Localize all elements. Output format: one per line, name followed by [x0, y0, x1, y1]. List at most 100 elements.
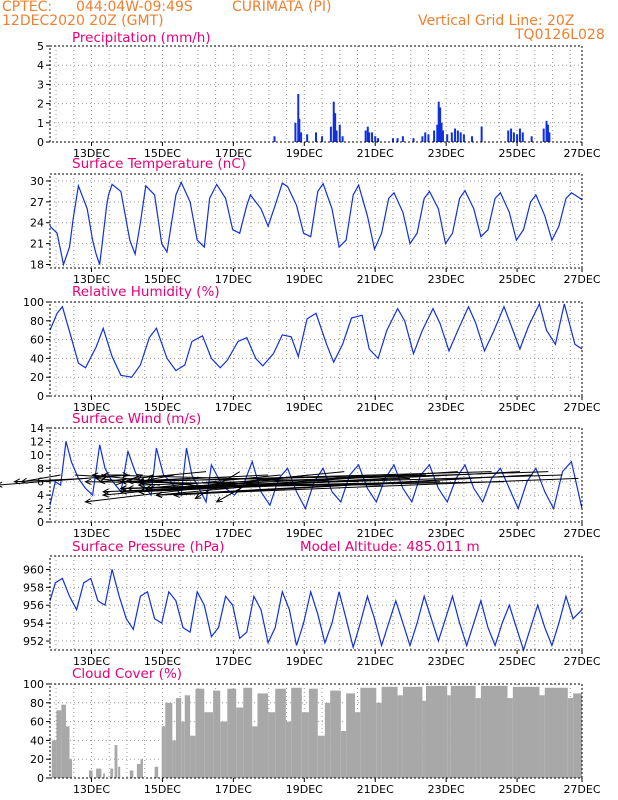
cloud-bar — [355, 712, 361, 778]
precip-bar — [334, 113, 337, 142]
panel-title: Surface Pressure (hPa) — [72, 539, 225, 555]
cloud-bar — [376, 702, 382, 778]
cloud-bar — [195, 688, 205, 778]
panel-frame — [49, 555, 583, 651]
wind-vector — [138, 471, 549, 486]
panel-4: Surface Pressure (hPa) Model Altitude: 48… — [23, 539, 601, 668]
y-tick-label: 10 — [30, 449, 44, 462]
x-tick-label: 15DEC — [144, 655, 181, 668]
y-tick-label: 12 — [30, 435, 44, 448]
cloud-bar — [397, 695, 403, 778]
wind-arrowhead — [102, 488, 109, 495]
cloud-bar — [213, 690, 221, 778]
x-tick-label: 19DEC — [286, 655, 323, 668]
y-tick-label: 20 — [30, 753, 44, 766]
cloud-bar — [220, 721, 228, 778]
cloud-bar — [573, 693, 582, 778]
panel-5: Cloud Cover (%) 0 20 40 60 80 100 13DEC 15DEC 17D… — [23, 666, 601, 796]
precip-bar — [329, 126, 332, 142]
y-tick-label: 6 — [37, 476, 44, 489]
cloud-bar — [301, 712, 309, 778]
panel-annotation: Model Altitude: 485.011 m — [300, 539, 480, 555]
precip-bar — [300, 132, 303, 142]
header-source: CPTEC: — [2, 0, 53, 15]
x-tick-label: 13DEC — [73, 147, 110, 160]
x-tick-label: 27DEC — [563, 147, 600, 160]
cloud-bar — [257, 693, 269, 778]
precip-bar — [412, 138, 415, 142]
cloud-bar — [402, 686, 423, 778]
y-tick-label: 20 — [30, 371, 44, 384]
y-tick-label: 80 — [30, 315, 44, 328]
panel-2: Relative Humidity (%) 0 20 40 60 80 100 13DEC 15… — [23, 284, 601, 414]
y-tick-label: 60 — [30, 334, 44, 347]
cloud-bar — [190, 735, 196, 778]
y-tick-label: 952 — [23, 635, 44, 648]
cloud-bar — [51, 740, 57, 778]
precip-bar — [471, 136, 474, 142]
precip-bar — [424, 132, 427, 142]
cloud-bar — [360, 687, 377, 778]
cloud-bar — [539, 695, 545, 778]
cloud-bar — [181, 721, 185, 778]
x-tick-label: 15DEC — [144, 783, 181, 796]
cloud-bar — [204, 712, 214, 778]
precip-bar — [371, 132, 374, 142]
x-tick-label: 13DEC — [73, 783, 110, 796]
panel-title: Surface Wind (m/s) — [72, 411, 201, 427]
cloud-bar — [340, 731, 347, 778]
precip-bar — [366, 126, 369, 142]
x-tick-label: 13DEC — [73, 655, 110, 668]
precip-bar — [441, 130, 444, 142]
x-tick-label: 27DEC — [563, 273, 600, 286]
cloud-bar — [285, 721, 292, 778]
wind-arrowhead — [94, 475, 102, 482]
panel-frame — [49, 683, 583, 779]
wind-arrowhead — [172, 491, 180, 498]
cloud-bar — [308, 688, 318, 778]
precip-bar — [421, 136, 424, 142]
wind-arrowhead — [0, 481, 3, 488]
precip-bar — [462, 134, 465, 142]
x-tick-label: 25DEC — [499, 147, 536, 160]
precip-bar — [427, 134, 430, 142]
x-tick-label: 25DEC — [499, 273, 536, 286]
y-tick-label: 18 — [30, 259, 44, 272]
precip-bar — [510, 128, 513, 142]
precip-bar — [391, 138, 394, 142]
panel-title: Relative Humidity (%) — [72, 284, 220, 300]
x-tick-label: 19DEC — [286, 783, 323, 796]
wind-arrowhead — [84, 498, 92, 505]
precip-bar — [306, 134, 309, 142]
cloud-bar — [346, 693, 356, 778]
precip-bar — [456, 130, 459, 142]
cloud-bar — [324, 702, 331, 778]
y-tick-label: 2 — [37, 98, 44, 111]
precip-bar — [338, 124, 341, 142]
precip-bar — [512, 132, 515, 142]
wind-vector — [128, 481, 504, 489]
y-tick-label: 21 — [30, 238, 44, 251]
y-tick-label: 100 — [23, 678, 44, 691]
cloud-bar — [275, 688, 286, 778]
wind-arrowhead — [155, 491, 163, 498]
header-model-code: TQ0126L028 — [515, 27, 605, 43]
x-tick-label: 23DEC — [428, 527, 465, 540]
cloud-bar — [227, 688, 237, 778]
cloud-bar — [544, 687, 568, 778]
cloud-bar — [507, 698, 513, 778]
header-grid-note: Vertical Grid Line: 20Z — [418, 13, 575, 29]
y-tick-label: 954 — [23, 617, 44, 630]
x-tick-label: 21DEC — [357, 527, 394, 540]
x-tick-label: 19DEC — [286, 527, 323, 540]
precip-bar — [335, 130, 338, 142]
header-city: CURIMATA (PI) — [232, 0, 332, 15]
precip-bar — [440, 122, 443, 142]
cloud-bar — [65, 726, 70, 778]
x-tick-label: 23DEC — [428, 273, 465, 286]
cloud-bar — [480, 685, 508, 778]
precip-bar — [298, 118, 301, 142]
cloud-bar — [172, 740, 176, 778]
x-tick-label: 17DEC — [215, 401, 252, 414]
wind-arrowhead — [102, 472, 109, 479]
